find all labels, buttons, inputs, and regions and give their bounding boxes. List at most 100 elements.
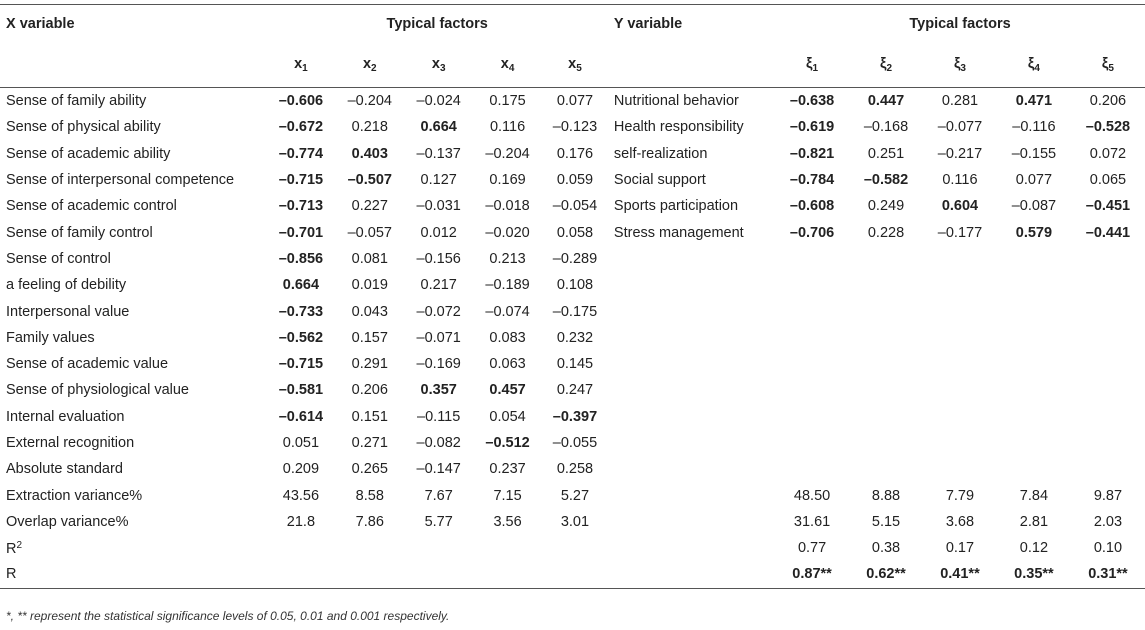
x-loading-cell: 0.108: [556, 277, 594, 294]
table-row: Sense of physiological value –0.581 0.206 0…: [0, 377, 1145, 403]
x-loading-cell: 21.8: [286, 513, 316, 530]
x-factor-header-symbol: x: [362, 56, 372, 72]
y-loading-cell: –0.087: [1011, 198, 1057, 215]
x-variable-label-text: Sense of family control: [6, 224, 153, 241]
y-factor-header: ξ5: [1070, 43, 1145, 88]
y-loading-cell: 0.072: [1089, 145, 1127, 162]
x-factor-header-index: 3: [439, 63, 446, 74]
y-loading-cell: 0.228: [867, 224, 905, 241]
y-loading-cell: –0.217: [937, 145, 983, 162]
y-variable-label: [608, 535, 775, 561]
y-loading-cell: –0.077: [937, 119, 983, 136]
y-factor-header: ξ4: [996, 43, 1071, 88]
y-loading-cell: 0.281: [941, 93, 979, 110]
x-factor-header-index: 4: [508, 63, 515, 74]
x-loading-cell: –0.733: [278, 303, 324, 320]
x-variable-label-text: Extraction variance%: [6, 487, 143, 504]
y-loading-cell: –0.706: [789, 224, 835, 241]
x-loading-cell: 0.145: [556, 356, 594, 373]
y-loading-cell: 0.249: [867, 198, 905, 215]
y-loading-cell: –0.638: [789, 93, 835, 110]
x-loading-cell: 0.213: [489, 250, 526, 267]
x-loading-cell: 0.019: [351, 277, 388, 294]
x-loading-cell: –0.701: [278, 224, 324, 241]
y-variable-label: [608, 456, 775, 482]
x-loading-cell: 0.265: [351, 461, 388, 478]
x-loading-cell: 5.27: [560, 487, 590, 504]
y-variable-label: [607, 561, 776, 589]
x-variable-label: Sense of physical ability: [0, 114, 266, 140]
footnote: *, ** represent the statistical signific…: [6, 609, 450, 623]
y-variable-label: [608, 404, 775, 430]
y-loading-cell: –0.784: [789, 172, 835, 189]
x-variable-label: Sense of physiological value: [0, 377, 266, 403]
x-loading-cell: –0.856: [278, 250, 324, 267]
y-variable-label: [608, 430, 775, 456]
y-factor-header-symbol: ξ: [953, 56, 961, 72]
x-loading-cell: 0.058: [556, 224, 594, 241]
x-variable-label: Sense of academic ability: [0, 141, 266, 167]
x-loading-cell: 7.67: [424, 487, 453, 504]
y-loading-cell: [1071, 430, 1145, 456]
x-loading-cell: –0.057: [347, 224, 392, 241]
table-row: Sense of family ability –0.606 –0.204 –0.02…: [0, 88, 1145, 115]
y-loading-cell: [1071, 351, 1145, 377]
x-variable-label: R: [0, 561, 267, 589]
y-loading-cell: [849, 351, 923, 377]
y-loading-cell: [997, 404, 1071, 430]
y-loading-cell: –0.528: [1085, 119, 1131, 136]
y-loading-cell: –0.177: [937, 224, 983, 241]
table-row: Sense of academic value –0.715 0.291 –0.169…: [0, 351, 1145, 377]
x-loading-cell: 0.227: [351, 198, 388, 215]
y-variable-label: Nutritional behavior: [613, 93, 739, 110]
y-loading-cell: [997, 325, 1071, 351]
x-factor-header: x1: [266, 43, 336, 88]
y-loading-cell: [997, 456, 1071, 482]
x-variable-label-text: Family values: [6, 329, 95, 346]
y-loading-cell: 0.10: [1093, 540, 1123, 557]
x-variable-label-text: Sense of control: [6, 250, 111, 267]
y-loading-cell: [1071, 272, 1145, 298]
x-variable-label: Extraction variance%: [0, 482, 266, 508]
x-loading-cell: –0.115: [417, 408, 461, 425]
y-variable-label: Stress management: [613, 224, 744, 241]
table-row: Internal evaluation –0.614 0.151 –0.115 0.05…: [0, 404, 1145, 430]
y-loading-cell: [923, 456, 997, 482]
x-factor-header: x3: [404, 43, 474, 88]
y-variable-label: [608, 482, 775, 508]
y-loading-cell: 0.35**: [996, 561, 1071, 589]
canonical-correlation-table: X variable Typical factors Y variable Ty…: [0, 4, 1145, 589]
y-loading-cell: [849, 430, 923, 456]
x-loading-cell: 0.258: [556, 461, 594, 478]
y-loading-cell: [1071, 404, 1145, 430]
y-loading-cell: 0.38: [871, 540, 901, 557]
x-loading-cell: 8.58: [355, 487, 384, 504]
x-loading-cell: 43.56: [282, 487, 320, 504]
y-loading-cell: [1071, 246, 1145, 272]
x-loading-cell: 0.081: [351, 250, 388, 267]
x-variable-label: R2: [0, 535, 266, 561]
table-row: Extraction variance% 43.56 8.58 7.67 7.15 5.2…: [0, 482, 1145, 508]
x-loading-cell: 0.232: [556, 329, 594, 346]
x-factor-header-index: 2: [371, 63, 377, 74]
y-loading-cell: –0.168: [863, 119, 909, 136]
y-loading-cell: [923, 430, 997, 456]
x-loading-cell: –0.074: [485, 303, 530, 320]
x-loading-cell: [542, 535, 608, 561]
x-loading-cell: 0.291: [351, 356, 388, 373]
x-variable-label-text: R: [6, 540, 17, 557]
y-loading-cell: [775, 404, 849, 430]
x-factor-header-symbol: x: [500, 56, 509, 72]
x-variable-label: Family values: [0, 325, 266, 351]
x-loading-cell: 0.051: [282, 435, 320, 451]
y-loading-cell: 0.17: [945, 540, 975, 557]
y-loading-cell: 8.88: [871, 487, 901, 504]
x-loading-cell: 0.175: [489, 93, 526, 110]
x-variable-label: Sense of interpersonal competence: [0, 167, 266, 193]
x-loading-cell: 0.664: [420, 119, 457, 136]
y-loading-cell: 0.77: [797, 540, 827, 557]
x-loading-cell: –0.606: [278, 93, 324, 110]
x-loading-cell: [335, 561, 405, 589]
x-loading-cell: –0.507: [347, 172, 392, 189]
x-factor-header: x4: [473, 43, 543, 88]
